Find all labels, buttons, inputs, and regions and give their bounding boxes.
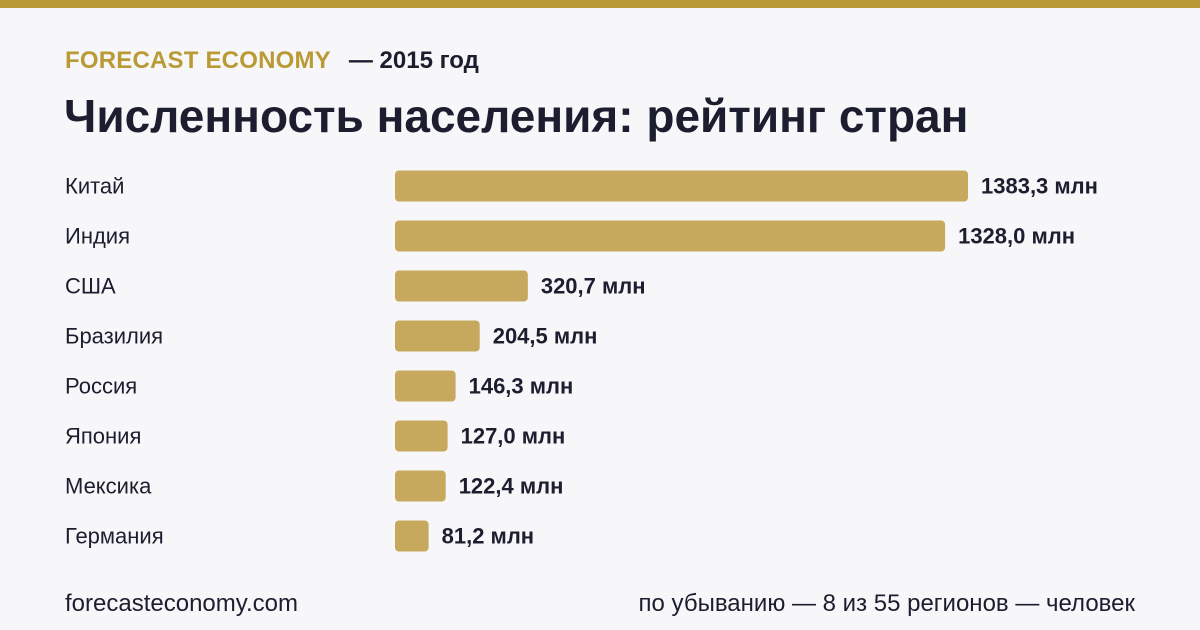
bar [395,420,448,452]
bar [395,170,968,202]
value-label: 81,2 млн [442,524,534,549]
value-label: 1383,3 млн [981,174,1098,199]
bar [395,220,946,252]
value-label: 146,3 млн [469,374,574,399]
top-accent-bar [0,0,1200,8]
bar [395,320,480,352]
category-label: Мексика [65,474,152,499]
brand-name: FORECAST ECONOMY [65,47,331,74]
category-label: Япония [65,424,141,449]
category-label: Китай [65,174,124,199]
year-label: — 2015 год [348,47,479,74]
category-label: США [65,274,116,299]
value-label: 127,0 млн [461,424,566,449]
footer-note: по убыванию — 8 из 55 регионов — человек [638,590,1135,617]
category-label: Индия [65,224,130,249]
bar [395,370,456,402]
chart-title: Численность населения: рейтинг стран [64,90,969,142]
value-label: 1328,0 млн [958,224,1075,249]
bar [395,470,446,502]
bar [395,270,528,302]
value-label: 122,4 млн [459,474,564,499]
footer-site: forecasteconomy.com [65,590,298,617]
bar [395,520,429,552]
category-label: Бразилия [65,324,163,349]
value-label: 320,7 млн [541,274,646,299]
category-label: Германия [65,524,164,549]
header-line: FORECAST ECONOMY — 2015 год [65,45,479,77]
value-label: 204,5 млн [493,324,598,349]
category-label: Россия [65,374,137,399]
